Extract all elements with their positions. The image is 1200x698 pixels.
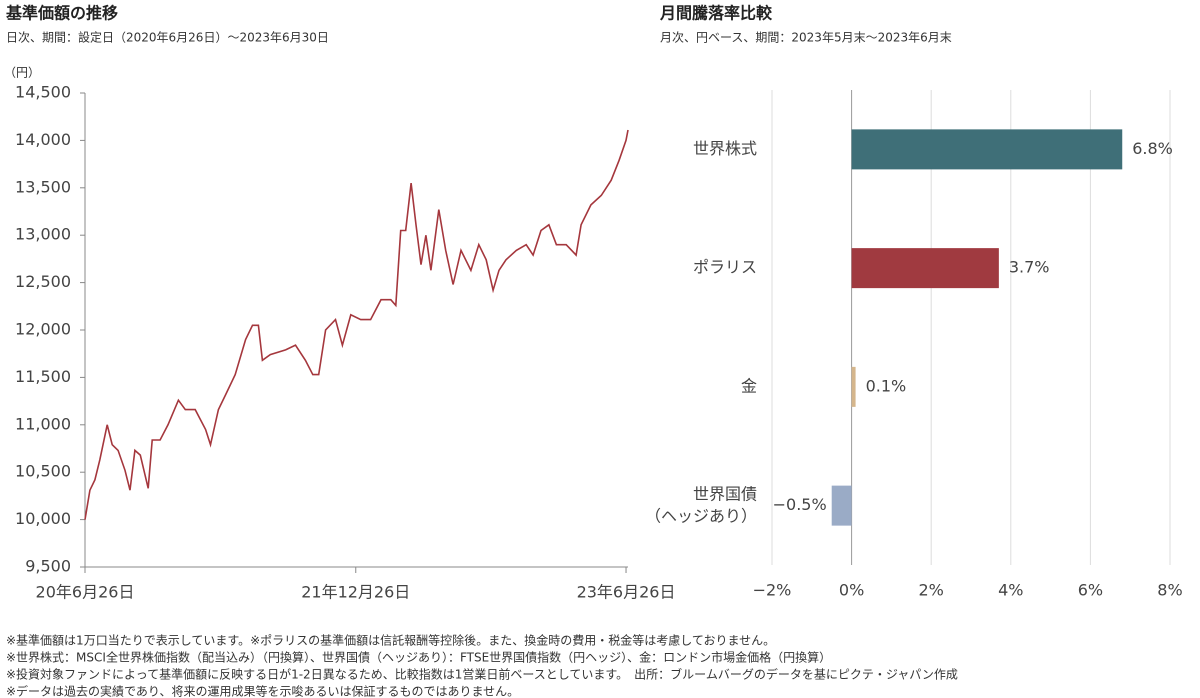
category-label: ポラリス — [693, 258, 757, 277]
y-tick-label: 10,500 — [15, 462, 71, 481]
value-label: 0.1% — [866, 376, 907, 395]
category-label: 金 — [741, 376, 757, 395]
value-label: −0.5% — [773, 495, 827, 514]
y-tick-label: 14,500 — [15, 83, 71, 102]
value-label: 6.8% — [1132, 139, 1173, 158]
x-tick-label: 20年6月26日 — [36, 583, 135, 602]
bar — [831, 485, 852, 526]
x-tick-label: 8% — [1157, 581, 1182, 600]
category-label: 世界国債（ヘッジあり） — [645, 484, 757, 525]
x-tick-label: 6% — [1078, 581, 1103, 600]
x-tick-label: 23年6月26日 — [577, 583, 676, 602]
chart-title: 基準価額の推移 — [5, 4, 118, 23]
footnote: ※世界株式：MSCI全世界株価指数（配当込み）（円換算）、世界国債（ヘッジあり）… — [6, 650, 831, 665]
price-line — [84, 129, 629, 520]
chart-subtitle: 日次、期間：設定日（2020年6月26日）～2023年6月30日 — [6, 30, 329, 45]
y-tick-label: 14,000 — [15, 130, 71, 149]
x-tick-label: 0% — [839, 581, 864, 600]
x-tick-label: 4% — [998, 581, 1023, 600]
y-unit: （円） — [4, 66, 40, 80]
x-tick-label: 2% — [919, 581, 944, 600]
bar — [851, 129, 1123, 170]
chart-title: 月間騰落率比較 — [659, 4, 773, 23]
y-tick-label: 12,000 — [15, 320, 71, 339]
y-tick-label: 11,500 — [15, 367, 71, 386]
chart-subtitle: 月次、円ベース、期間：2023年5月末～2023年6月末 — [660, 31, 952, 45]
x-tick-label: −2% — [753, 581, 792, 600]
y-tick-label: 13,500 — [15, 177, 71, 196]
bar — [851, 248, 999, 289]
footnote: ※投資対象ファンドによって基準価額に反映する日が1-2日異なるため、比較指数は1… — [6, 667, 958, 682]
footnote: ※データは過去の実績であり、将来の運用成果等を示唆あるいは保証するものではありま… — [6, 684, 519, 698]
x-tick-label: 21年12月26日 — [301, 583, 410, 602]
footnote: ※基準価額は1万口当たりで表示しています。※ポラリスの基準価額は信託報酬等控除後… — [6, 633, 775, 648]
y-tick-label: 9,500 — [25, 557, 71, 576]
value-label: 3.7% — [1009, 258, 1050, 277]
y-tick-label: 10,000 — [15, 509, 71, 528]
bar — [851, 366, 856, 407]
y-tick-label: 13,000 — [15, 225, 71, 244]
y-tick-label: 11,000 — [15, 414, 71, 433]
category-label: 世界株式 — [693, 139, 757, 158]
y-tick-label: 12,500 — [15, 272, 71, 291]
